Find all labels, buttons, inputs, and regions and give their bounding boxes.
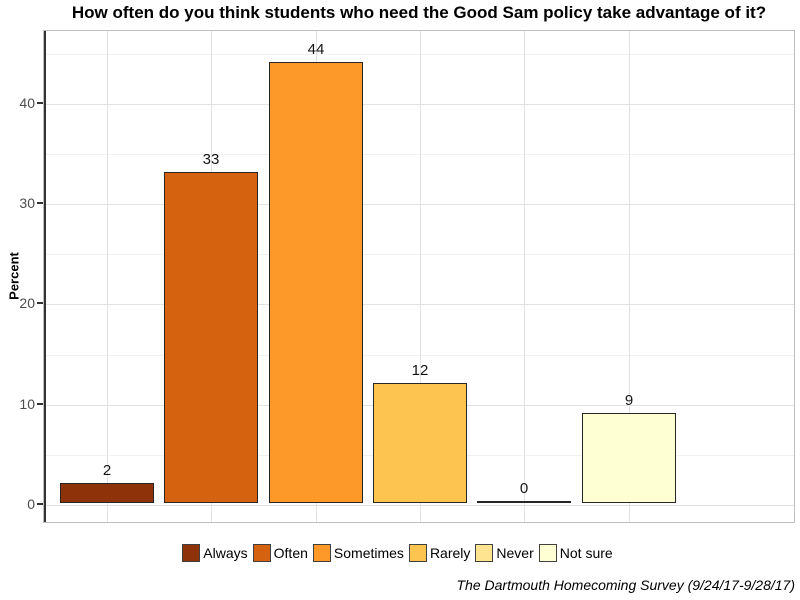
legend-label: Not sure (559, 545, 613, 561)
legend-key-swatch (475, 544, 494, 562)
y-axis-line (44, 31, 46, 522)
legend-key-swatch (252, 544, 271, 562)
bar-often (164, 171, 258, 503)
bar-value-label: 12 (411, 361, 429, 379)
legend-key-swatch (312, 544, 331, 562)
bar-value-label: 33 (202, 150, 220, 168)
y-tick-label: 0 (27, 496, 35, 512)
legend-key-swatch (182, 544, 201, 562)
gridline-major (44, 103, 794, 105)
legend-label: Sometimes (333, 545, 404, 561)
bar-value-label: 44 (307, 40, 325, 58)
gridline-major (44, 304, 794, 306)
legend-item-rarely: Rarely (408, 544, 471, 562)
legend-item-always: Always (182, 544, 248, 562)
gridline-vertical (420, 31, 421, 522)
y-tick (37, 202, 43, 204)
gridline-vertical (107, 31, 108, 522)
y-tick (37, 302, 43, 304)
bar-value-label: 2 (102, 461, 112, 479)
bar-value-label: 0 (519, 479, 529, 497)
gridline-minor (44, 154, 794, 156)
legend-label: Always (203, 545, 248, 561)
bar-never (477, 500, 571, 503)
y-tick (37, 403, 43, 405)
legend-item-often: Often (252, 544, 308, 562)
plot-panel: 2 33 44 12 0 9 (43, 30, 795, 523)
gridline-major (44, 504, 794, 506)
legend: Always Often Sometimes Rarely Never Not sure (0, 544, 800, 562)
y-axis-title: Percent (6, 252, 22, 300)
chart-title: How often do you think students who need… (71, 3, 767, 22)
gridline-vertical (629, 31, 630, 522)
legend-label: Often (273, 545, 308, 561)
bar-value-label: 9 (624, 391, 634, 409)
bar-always (60, 482, 154, 503)
legend-label: Never (496, 545, 534, 561)
legend-item-sometimes: Sometimes (312, 544, 404, 562)
legend-key-swatch (408, 544, 427, 562)
y-tick-label: 30 (19, 195, 35, 211)
gridline-major (44, 204, 794, 206)
y-tick (37, 503, 43, 505)
gridline-vertical (524, 31, 525, 522)
legend-item-never: Never (475, 544, 534, 562)
y-tick-label: 40 (19, 95, 35, 111)
bar-rarely (373, 382, 467, 503)
legend-key-swatch (538, 544, 557, 562)
legend-item-not-sure: Not sure (538, 544, 613, 562)
caption: The Dartmouth Homecoming Survey (9/24/17… (456, 577, 796, 593)
bar-sometimes (269, 61, 363, 503)
gridline-minor (44, 53, 794, 55)
legend-label: Rarely (429, 545, 471, 561)
y-tick-label: 10 (19, 396, 35, 412)
y-tick-label: 20 (19, 295, 35, 311)
y-tick (37, 102, 43, 104)
gridline-minor (44, 254, 794, 256)
gridline-minor (44, 354, 794, 356)
bar-not-sure (582, 412, 676, 503)
